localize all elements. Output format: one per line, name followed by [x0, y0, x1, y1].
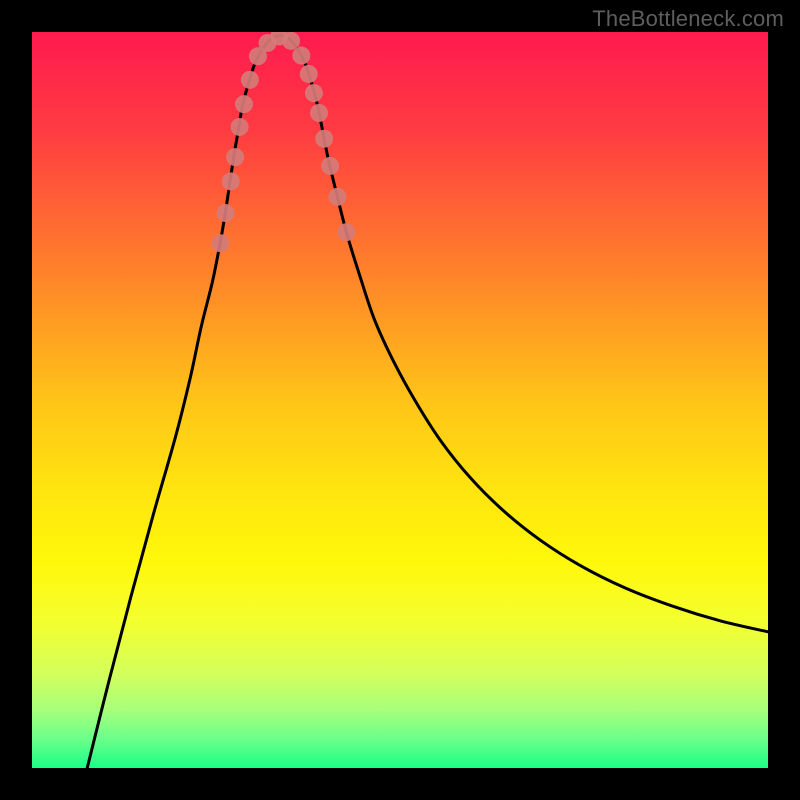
marker-point [337, 223, 355, 241]
marker-point [310, 104, 328, 122]
plot-area [32, 32, 768, 768]
marker-point [231, 118, 249, 136]
chart-stage: TheBottleneck.com [0, 0, 800, 800]
marker-point [217, 204, 235, 222]
marker-point [328, 188, 346, 206]
marker-point [222, 172, 240, 190]
marker-point [282, 32, 300, 50]
marker-point [211, 234, 229, 252]
gradient-background [32, 32, 768, 768]
marker-point [300, 65, 318, 83]
plot-svg [32, 32, 768, 768]
marker-point [241, 71, 259, 89]
watermark-text: TheBottleneck.com [592, 6, 784, 32]
marker-point [321, 157, 339, 175]
marker-point [315, 130, 333, 148]
marker-point [292, 47, 310, 65]
marker-point [305, 84, 323, 102]
marker-point [226, 148, 244, 166]
marker-point [235, 95, 253, 113]
